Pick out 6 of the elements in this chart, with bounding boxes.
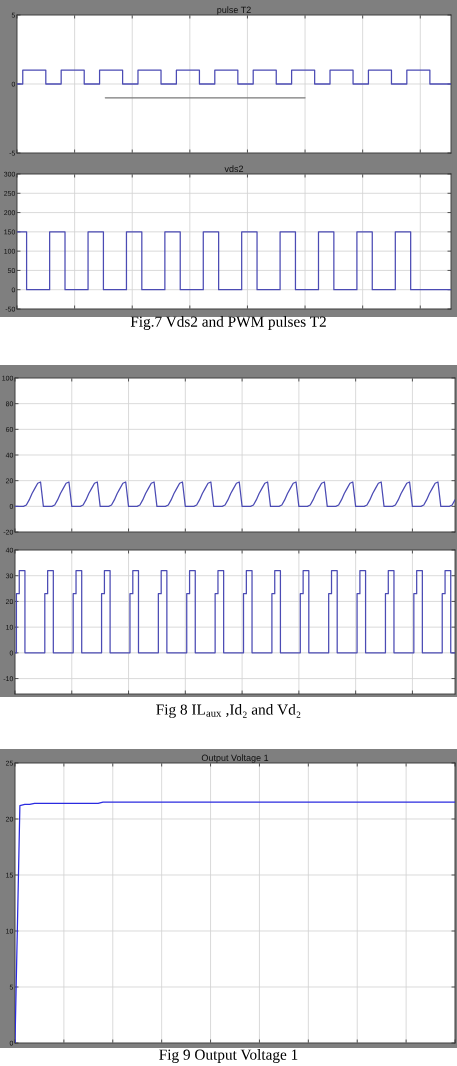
chart-title: vds2 bbox=[224, 165, 244, 173]
caption: Fig.7 Vds2 and PWM pulses T2 bbox=[130, 316, 326, 330]
chart-title: pulse T2 bbox=[217, 6, 251, 15]
caption: Fig 9 Output Voltage 1 bbox=[159, 1049, 298, 1063]
chart-title: Output Voltage 1 bbox=[201, 754, 269, 763]
caption: Fig 8 IL$_{aux}$ ,Id₂ and Vd₂ bbox=[156, 703, 301, 718]
